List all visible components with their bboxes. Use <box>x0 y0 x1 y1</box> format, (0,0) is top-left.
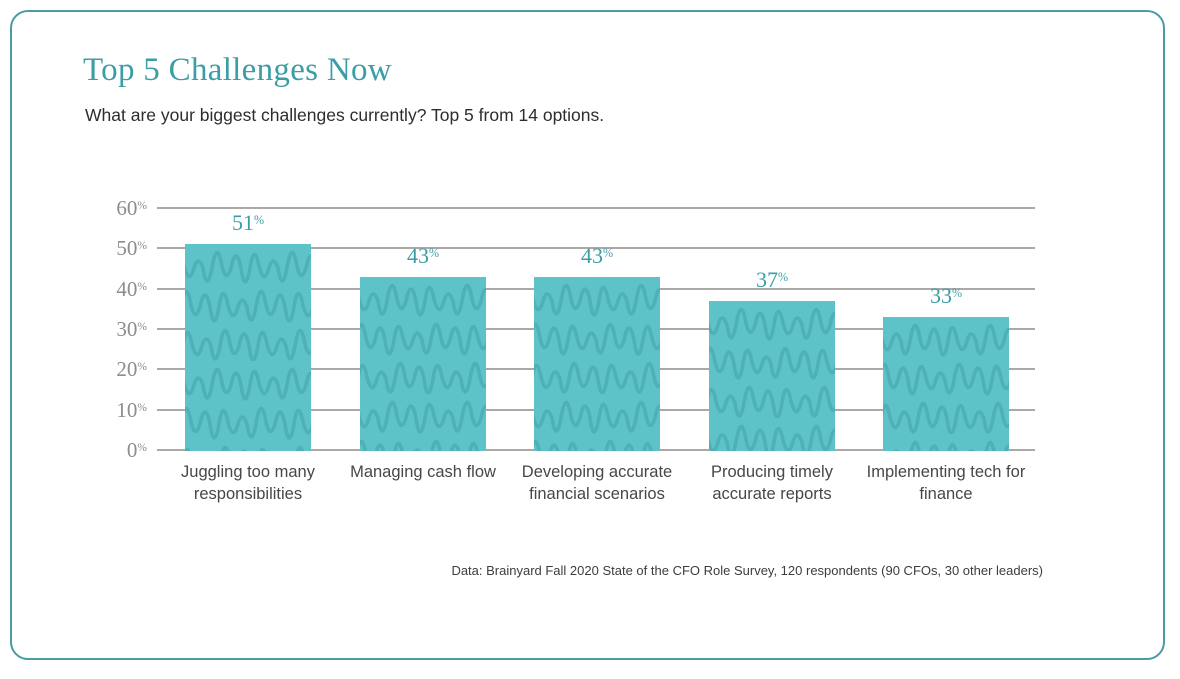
page-title: Top 5 Challenges Now <box>83 52 392 88</box>
source-note: Data: Brainyard Fall 2020 State of the C… <box>451 563 1043 578</box>
page-subtitle: What are your biggest challenges current… <box>85 105 605 125</box>
